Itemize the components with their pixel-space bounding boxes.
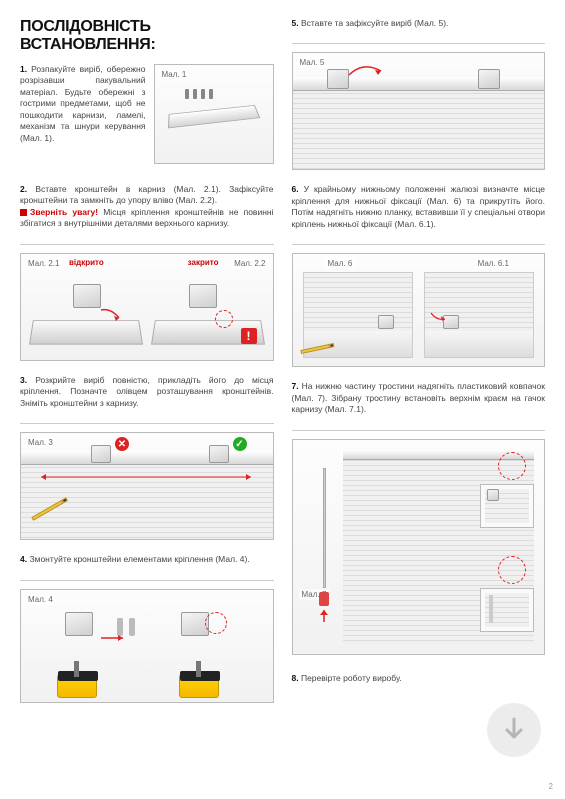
figure-6: Мал. 6 Мал. 6.1 xyxy=(292,253,546,367)
drill-icon xyxy=(57,674,97,698)
right-column: 5. Вставте та зафіксуйте виріб (Мал. 5).… xyxy=(292,18,546,717)
arrow-icon xyxy=(99,630,129,646)
left-column: ПОСЛІДОВНІСТЬ ВСТАНОВЛЕННЯ: 1. Розпакуйт… xyxy=(20,18,274,717)
marker-circle-icon xyxy=(498,556,526,584)
fig6-label: Мал. 6 xyxy=(325,258,356,269)
fig22-label: Мал. 2.2 xyxy=(231,258,268,269)
page-number: 2 xyxy=(549,782,553,791)
bracket-icon xyxy=(73,284,101,308)
figure-7: Мал. 7 Мал. 7.1 xyxy=(292,439,546,655)
rail-icon xyxy=(29,320,143,344)
zoom-inset xyxy=(480,484,534,528)
fig4-label: Мал. 4 xyxy=(25,594,56,605)
screws-icon xyxy=(185,89,213,99)
step6-text: 6. У крайньому нижньому положенні жалюзі… xyxy=(292,184,546,230)
figure-1: Мал. 1 xyxy=(154,64,274,164)
fig61-label: Мал. 6.1 xyxy=(475,258,512,269)
clip-icon xyxy=(378,315,394,329)
panel-right xyxy=(424,272,534,358)
headrail-icon xyxy=(21,451,273,465)
check-icon: ✓ xyxy=(233,437,247,451)
step8-text: 8. Перевірте роботу виробу. xyxy=(292,673,546,684)
fig1-label: Мал. 1 xyxy=(159,69,190,80)
open-label: відкрито xyxy=(69,258,104,267)
step7-text: 7. На нижню частину тростини надягніть п… xyxy=(292,381,546,415)
wand-cap-icon xyxy=(319,592,329,606)
figure-3: Мал. 3 ✕ ✓ xyxy=(20,432,274,540)
marker-circle-icon xyxy=(215,310,233,328)
arrow-icon xyxy=(347,59,387,79)
hook-icon xyxy=(487,489,499,501)
page-title: ПОСЛІДОВНІСТЬ ВСТАНОВЛЕННЯ: xyxy=(20,18,274,54)
zoom-inset xyxy=(480,588,534,632)
arrow-up-icon xyxy=(317,608,331,624)
drill-icon xyxy=(179,674,219,698)
warning-icon: ! xyxy=(241,328,257,344)
dimension-line-icon xyxy=(41,473,251,481)
blinds-icon xyxy=(293,89,545,169)
marker-circle-icon xyxy=(498,452,526,480)
x-icon: ✕ xyxy=(115,437,129,451)
figure-5: Мал. 5 xyxy=(292,52,546,170)
step5-text: 5. Вставте та зафіксуйте виріб (Мал. 5). xyxy=(292,18,546,29)
wand-icon xyxy=(323,468,326,588)
fig5-label: Мал. 5 xyxy=(297,57,328,68)
headrail-icon xyxy=(167,105,259,128)
step2-text: 2. Вставте кронштейн в карниз (Мал. 2.1)… xyxy=(20,184,274,230)
fig3-label: Мал. 3 xyxy=(25,437,56,448)
step4-text: 4. Змонтуйте кронштейни елементами кріпл… xyxy=(20,554,274,565)
bracket-icon xyxy=(478,69,500,89)
figure-2: Мал. 2.1 відкрито закрито Мал. 2.2 ! xyxy=(20,253,274,361)
bracket-icon xyxy=(91,445,111,463)
watermark-icon xyxy=(487,703,541,757)
panel-left xyxy=(303,272,413,358)
dowel-icon xyxy=(129,618,135,636)
figure-4: Мал. 4 xyxy=(20,589,274,703)
step1-text: 1. Розпакуйте виріб, обережно розрізавши… xyxy=(20,64,146,170)
step1-block: 1. Розпакуйте виріб, обережно розрізавши… xyxy=(20,64,274,178)
closed-label: закрито xyxy=(188,258,219,267)
arrow-icon xyxy=(99,308,123,326)
bracket-icon xyxy=(327,69,349,89)
arrow-icon xyxy=(429,311,449,325)
fig21-label: Мал. 2.1 xyxy=(25,258,62,269)
marker-circle-icon xyxy=(205,612,227,634)
bracket-icon xyxy=(189,284,217,308)
bracket-icon xyxy=(209,445,229,463)
step3-text: 3. Розкрийте виріб повністю, прикладіть … xyxy=(20,375,274,409)
bracket-icon xyxy=(65,612,93,636)
